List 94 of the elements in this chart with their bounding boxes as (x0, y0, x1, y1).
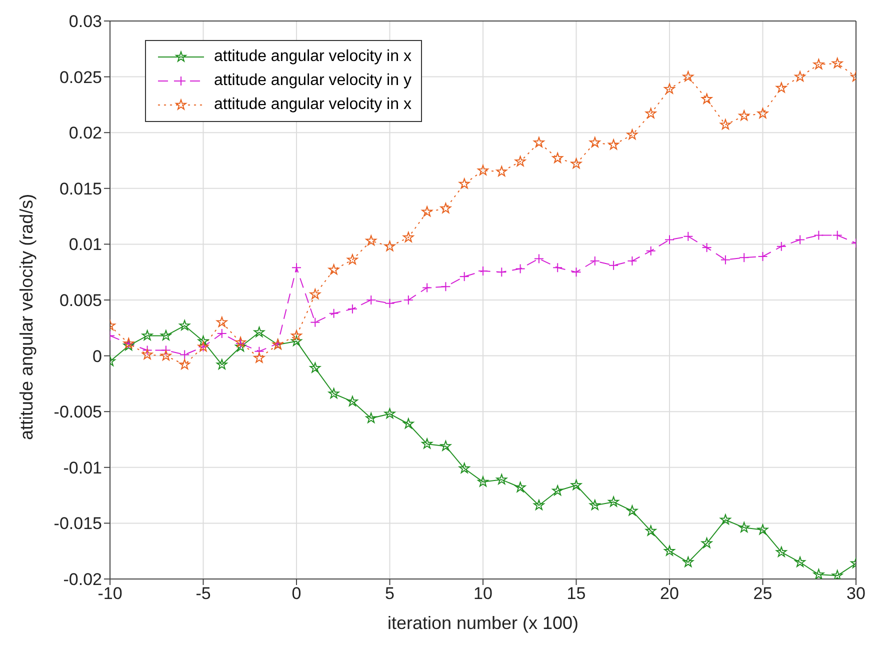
point (402, 418, 414, 429)
point (291, 330, 302, 340)
point (254, 352, 265, 363)
point (738, 110, 750, 121)
point (570, 480, 582, 490)
y-tick-label: -0.01 (63, 458, 102, 478)
y-tick-label: 0.01 (68, 235, 102, 254)
point (216, 316, 228, 328)
y-axis-title: attitude angular velocity (rad/s) (16, 194, 36, 440)
point (701, 93, 712, 104)
point (682, 556, 694, 567)
point (310, 362, 321, 373)
point (478, 164, 488, 176)
point (496, 474, 508, 484)
point (514, 482, 526, 492)
x-axis-title: iteration number (x 100) (387, 613, 579, 633)
point (496, 166, 508, 176)
point (645, 525, 656, 536)
point (422, 438, 432, 449)
point (645, 108, 656, 118)
point (832, 570, 843, 579)
point (254, 326, 265, 338)
point (235, 341, 246, 352)
x-tick-label: 30 (846, 584, 866, 604)
y-tick-label: 0.005 (59, 291, 102, 310)
point (813, 568, 824, 579)
point (142, 349, 153, 360)
point (552, 152, 564, 163)
point (794, 71, 806, 82)
point (589, 500, 600, 510)
legend-label: attitude angular velocity in x (214, 96, 412, 114)
point (794, 556, 806, 567)
point (347, 396, 358, 406)
point (514, 156, 526, 166)
point (440, 202, 452, 214)
point (478, 476, 488, 487)
point (384, 408, 396, 419)
x-tick-label: 0 (292, 584, 302, 604)
point (366, 412, 377, 423)
x-tick-label: 25 (753, 584, 772, 604)
point (608, 496, 619, 507)
point (776, 82, 787, 93)
point (366, 235, 377, 246)
y-tick-label: 0.02 (68, 124, 102, 143)
point (832, 58, 843, 68)
point (160, 330, 172, 340)
point (701, 538, 712, 548)
y-tick-label: 0 (92, 346, 102, 366)
point (570, 158, 582, 169)
point (608, 139, 619, 150)
y-tick-label: 0.015 (59, 179, 102, 198)
x-tick-label: 10 (474, 584, 492, 604)
point (534, 136, 544, 148)
y-tick-label: -0.015 (54, 514, 102, 534)
x-tick-label: 5 (385, 584, 394, 604)
legend-label: attitude angular velocity in x (214, 48, 412, 66)
point (458, 178, 470, 189)
point (142, 330, 153, 340)
point (626, 129, 638, 140)
point (384, 240, 396, 252)
point (664, 83, 675, 94)
point (682, 71, 694, 82)
point (552, 485, 564, 496)
point (813, 58, 824, 70)
point (179, 359, 190, 370)
legend-label: attitude angular velocity in y (214, 72, 412, 90)
point (347, 254, 358, 265)
point (440, 440, 452, 451)
point (738, 522, 750, 532)
point (310, 288, 321, 300)
point (291, 336, 302, 346)
point (626, 505, 638, 516)
point (179, 320, 190, 330)
x-tick-label: 20 (660, 584, 679, 604)
y-tick-label: -0.005 (54, 402, 102, 422)
point (720, 119, 731, 130)
y-tick-label: 0.03 (68, 12, 102, 32)
point (589, 136, 600, 148)
point (458, 462, 470, 474)
point (216, 359, 228, 370)
x-tick-label: 15 (566, 584, 586, 604)
point (720, 514, 731, 525)
point (160, 350, 172, 360)
point (422, 206, 432, 217)
x-tick-label: -5 (196, 584, 211, 604)
point (757, 108, 768, 118)
point (328, 264, 340, 275)
point (534, 500, 544, 510)
point (328, 388, 340, 398)
point (776, 546, 787, 557)
point (664, 545, 675, 556)
y-tick-label: 0.025 (59, 68, 102, 87)
point (402, 232, 414, 242)
point (757, 524, 768, 535)
